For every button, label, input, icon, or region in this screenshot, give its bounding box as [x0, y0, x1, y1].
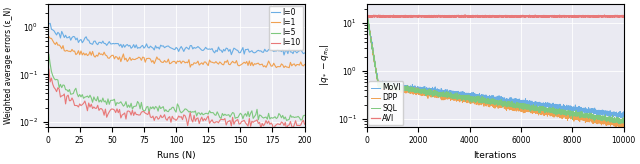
Legend: MoVI, DPP, SQL, AVI: MoVI, DPP, SQL, AVI	[368, 81, 403, 125]
l=1	[55, 44, 63, 46]
l=5	[60, 84, 68, 86]
DPP	[389, 86, 397, 88]
X-axis label: Runs (N): Runs (N)	[157, 151, 195, 160]
Line: AVI: AVI	[367, 15, 624, 17]
Line: MoVI: MoVI	[367, 13, 624, 118]
SQL	[389, 88, 397, 90]
AVI	[363, 15, 371, 17]
X-axis label: Iterations: Iterations	[474, 151, 517, 160]
l=0	[115, 43, 122, 45]
SQL	[620, 122, 628, 124]
l=5	[45, 53, 52, 55]
Line: l=10: l=10	[49, 69, 305, 130]
l=1	[285, 67, 293, 69]
Line: SQL: SQL	[367, 11, 624, 124]
Line: DPP: DPP	[367, 11, 624, 129]
AVI	[513, 15, 520, 17]
MoVI	[540, 105, 548, 107]
AVI	[620, 16, 628, 18]
l=5	[55, 87, 63, 89]
l=10	[270, 129, 278, 131]
SQL	[540, 108, 548, 110]
SQL	[363, 10, 371, 12]
DPP	[413, 91, 421, 93]
DPP	[620, 123, 628, 125]
MoVI	[537, 104, 545, 106]
AVI	[607, 15, 615, 17]
SQL	[413, 89, 421, 91]
l=5	[113, 102, 121, 104]
l=0	[282, 50, 289, 52]
l=0	[291, 49, 298, 51]
AVI	[601, 14, 609, 16]
MoVI	[619, 117, 627, 119]
l=0	[56, 37, 64, 39]
Y-axis label: $|q_* - q_{\pi_0}|$: $|q_* - q_{\pi_0}|$	[319, 44, 332, 86]
AVI	[540, 16, 548, 18]
Y-axis label: Weighted average errors (ε_N): Weighted average errors (ε_N)	[4, 7, 13, 124]
l=10	[301, 123, 308, 125]
DPP	[363, 10, 371, 12]
DPP	[617, 128, 625, 130]
l=5	[279, 114, 287, 116]
SQL	[513, 102, 520, 104]
l=1	[45, 36, 52, 38]
l=5	[301, 114, 308, 116]
l=10	[93, 107, 100, 109]
AVI	[413, 16, 421, 18]
MoVI	[413, 89, 421, 91]
l=10	[289, 127, 297, 129]
l=0	[280, 54, 288, 56]
l=5	[283, 119, 291, 121]
l=0	[94, 44, 102, 46]
SQL	[537, 107, 545, 109]
l=1	[279, 64, 287, 66]
AVI	[537, 16, 545, 18]
l=5	[289, 116, 297, 118]
MoVI	[389, 85, 397, 87]
DPP	[537, 113, 545, 115]
AVI	[440, 16, 448, 18]
SQL	[607, 119, 615, 121]
DPP	[607, 123, 615, 125]
l=10	[45, 68, 52, 70]
SQL	[363, 11, 371, 13]
Line: l=0: l=0	[49, 23, 305, 55]
l=5	[93, 100, 100, 102]
l=1	[289, 63, 297, 65]
Legend: l=0, l=1, l=5, l=10: l=0, l=1, l=5, l=10	[269, 6, 303, 50]
l=10	[113, 108, 121, 110]
l=0	[301, 52, 308, 54]
MoVI	[363, 12, 371, 14]
l=10	[60, 93, 68, 95]
l=1	[93, 54, 100, 56]
DPP	[513, 106, 520, 108]
l=10	[280, 124, 288, 126]
Line: l=5: l=5	[49, 54, 305, 120]
MoVI	[607, 112, 615, 114]
l=10	[55, 88, 63, 90]
MoVI	[363, 13, 371, 15]
MoVI	[620, 112, 628, 114]
SQL	[616, 123, 624, 125]
Line: l=1: l=1	[49, 37, 305, 68]
l=1	[60, 50, 68, 52]
l=1	[113, 56, 121, 58]
l=0	[61, 34, 69, 36]
MoVI	[513, 100, 520, 102]
l=0	[45, 23, 52, 25]
DPP	[540, 111, 548, 113]
l=1	[301, 64, 308, 66]
l=0	[46, 22, 54, 24]
AVI	[389, 16, 397, 18]
DPP	[363, 11, 371, 13]
